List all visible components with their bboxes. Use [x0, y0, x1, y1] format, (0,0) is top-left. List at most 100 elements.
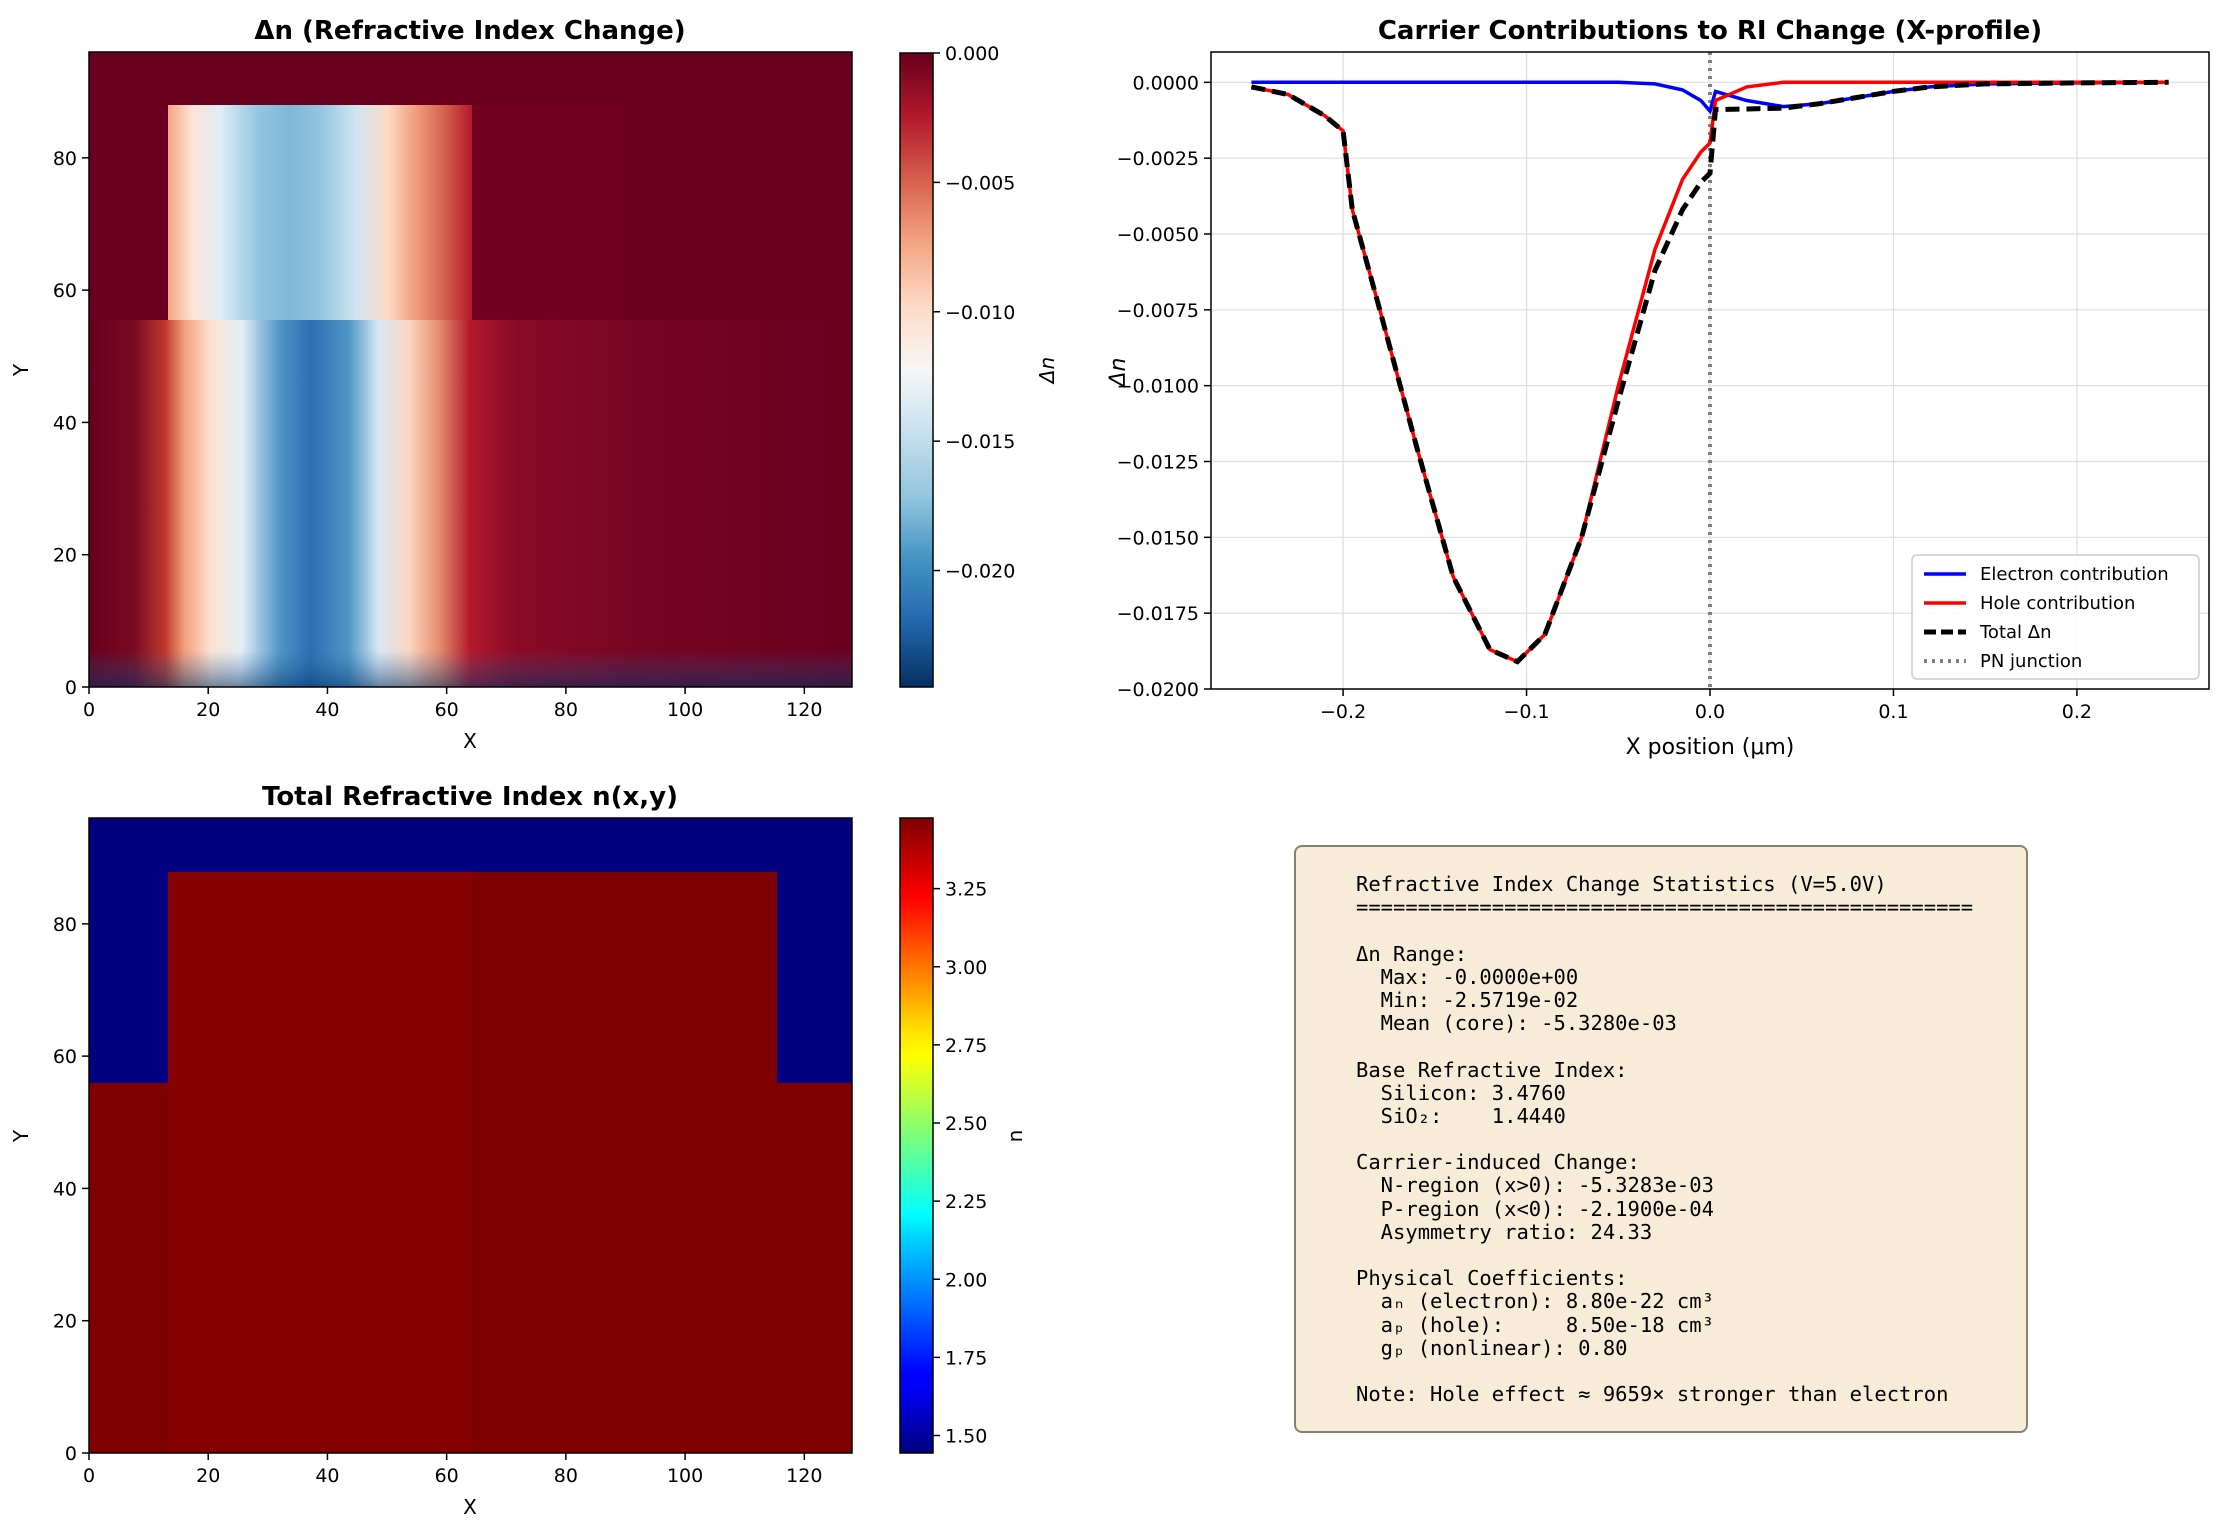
colorbar-tick-label: 2.50: [945, 1113, 987, 1135]
carrier-profile-x-ticks: −0.2 −0.1 0.0 0.1 0.2: [1320, 689, 2092, 723]
stats-line: Refractive Index Change Statistics (V=5.…: [1356, 872, 1887, 896]
stats-line: Min: -2.5719e-02: [1356, 987, 1579, 1012]
y-tick-label: 0: [65, 1443, 77, 1465]
stats-line: [1356, 1244, 2026, 1267]
legend-hole-label: Hole contribution: [1980, 593, 2135, 614]
stats-line: [1356, 1035, 2026, 1058]
delta-n-rib-region: [168, 105, 472, 320]
y-tick-label: 60: [53, 1046, 77, 1068]
colorbar-tick-label: −0.015: [945, 431, 1015, 453]
total-index-x-ticks: 0 20 40 60 80 100 120: [83, 1453, 822, 1487]
y-tick-label: −0.0025: [1117, 148, 1199, 170]
total-index-x-label: X: [463, 1495, 477, 1519]
stats-line: Mean (core): -5.3280e-03: [1356, 1011, 1677, 1036]
carrier-profile-x-label: X position (μm): [1626, 735, 1795, 760]
stats-line: gₚ (nonlinear): 0.80: [1356, 1335, 1628, 1360]
colorbar-tick-label: −0.005: [945, 172, 1015, 194]
stats-line: Silicon: 3.4760: [1356, 1080, 1566, 1105]
stats-line: ========================================…: [1356, 895, 1974, 920]
carrier-profile-y-ticks: 0.0000 −0.0025 −0.0050 −0.0075 −0.0100 −0.012…: [1117, 72, 1211, 701]
x-tick-label: 0: [83, 1465, 95, 1487]
stats-line: Asymmetry ratio: 24.33: [1356, 1219, 1653, 1244]
y-tick-label: −0.0150: [1117, 527, 1199, 549]
stats-line: [1356, 1360, 2026, 1383]
x-tick-label: 0.2: [2062, 701, 2092, 723]
legend-total-label: Total Δn: [1979, 622, 2051, 643]
total-index-axes-frame: [88, 817, 853, 1454]
stats-line: Δn Range:: [1356, 941, 1468, 966]
y-tick-label: 40: [53, 412, 77, 434]
stats-line: Note: Hole effect ≈ 9659× stronger than …: [1356, 1382, 1949, 1407]
legend-frame: [1911, 554, 2200, 680]
x-tick-label: 0.0: [1695, 701, 1725, 723]
colorbar-tick-label: 3.25: [945, 879, 987, 901]
colorbar-tick-label: −0.010: [945, 302, 1015, 324]
statistics-panel: Refractive Index Change Statistics (V=5.…: [1294, 845, 2028, 1433]
stats-line: SiO₂: 1.4440: [1356, 1103, 1566, 1128]
carrier-profile-chart: Carrier Contributions to RI Change (X-pr…: [1106, 16, 2210, 760]
x-tick-label: 60: [435, 699, 459, 721]
delta-n-y-label: Y: [9, 363, 33, 377]
total-index-colorbar-ticks: 3.25 3.00 2.75 2.50 2.25 2.00 1.75 1.50: [933, 879, 987, 1448]
x-tick-label: 40: [315, 1465, 339, 1487]
delta-n-rib-extension: [472, 105, 624, 320]
total-index-heatmap: Total Refractive Index n(x,y) 0 20 40 60 80 1…: [9, 782, 1027, 1519]
y-tick-label: 20: [53, 1311, 77, 1333]
y-tick-label: 80: [53, 914, 77, 936]
x-tick-label: 120: [786, 699, 822, 721]
x-tick-label: 0.1: [1878, 701, 1908, 723]
y-tick-label: 20: [53, 545, 77, 567]
y-tick-label: 0: [65, 677, 77, 699]
total-index-y-ticks: 0 20 40 60 80: [53, 914, 89, 1465]
stats-line: aₙ (electron): 8.80e-22 cm³: [1356, 1289, 1714, 1314]
colorbar-tick-label: 0.000: [945, 43, 999, 65]
delta-n-colorbar-label: Δn: [1035, 357, 1059, 385]
x-tick-label: 120: [786, 1465, 822, 1487]
stats-line: Base Refractive Index:: [1356, 1057, 1628, 1082]
x-tick-label: 80: [554, 699, 578, 721]
colorbar-tick-label: 2.75: [945, 1035, 987, 1057]
carrier-profile-y-label: Δn: [1106, 358, 1131, 389]
y-tick-label: −0.0125: [1117, 452, 1199, 474]
stats-line: [1356, 1128, 2026, 1151]
delta-n-slab-bottom-shading: [89, 320, 852, 687]
y-tick-label: 40: [53, 1178, 77, 1200]
total-index-colorbar: [899, 817, 934, 1454]
y-tick-label: −0.0175: [1117, 603, 1199, 625]
y-tick-label: −0.0050: [1117, 224, 1199, 246]
colorbar-tick-label: 2.25: [945, 1191, 987, 1213]
x-tick-label: 80: [554, 1465, 578, 1487]
x-tick-label: 100: [667, 1465, 703, 1487]
y-tick-label: −0.0100: [1117, 376, 1199, 398]
total-index-core-shading: [168, 872, 472, 1453]
delta-n-x-label: X: [463, 729, 477, 753]
y-tick-label: −0.0200: [1117, 679, 1199, 701]
y-tick-label: 0.0000: [1133, 72, 1199, 94]
x-tick-label: 20: [196, 699, 220, 721]
total-index-title: Total Refractive Index n(x,y): [262, 782, 678, 812]
stats-line: N-region (x>0): -5.3283e-03: [1356, 1173, 1714, 1198]
total-delta-n-line: [1250, 79, 2169, 665]
x-tick-label: 40: [315, 699, 339, 721]
colorbar-tick-label: 2.00: [945, 1269, 987, 1291]
colorbar-tick-label: 3.00: [945, 957, 987, 979]
delta-n-x-ticks: 0 20 40 60 80 100 120: [83, 687, 822, 721]
stats-line: Max: -0.0000e+00: [1356, 964, 1579, 989]
stats-line: Physical Coefficients:: [1356, 1266, 1628, 1291]
x-tick-label: −0.2: [1320, 701, 1366, 723]
x-tick-label: 0: [83, 699, 95, 721]
x-tick-label: 20: [196, 1465, 220, 1487]
total-index-colorbar-label: n: [1003, 1130, 1027, 1143]
stats-line: aₚ (hole): 8.50e-18 cm³: [1356, 1312, 1714, 1337]
x-tick-label: −0.1: [1503, 701, 1549, 723]
carrier-profile-legend: Electron contribution Hole contribution …: [1911, 554, 2200, 680]
x-tick-label: 60: [435, 1465, 459, 1487]
carrier-profile-title: Carrier Contributions to RI Change (X-pr…: [1378, 16, 2042, 46]
delta-n-colorbar: [899, 52, 934, 688]
y-tick-label: −0.0075: [1117, 300, 1199, 322]
x-tick-label: 100: [667, 699, 703, 721]
delta-n-heatmap: Δn (Refractive Index Change) 0 20 40 60 80 10…: [9, 16, 1059, 753]
delta-n-title: Δn (Refractive Index Change): [254, 16, 685, 46]
delta-n-y-ticks: 0 20 40 60 80: [53, 148, 89, 699]
